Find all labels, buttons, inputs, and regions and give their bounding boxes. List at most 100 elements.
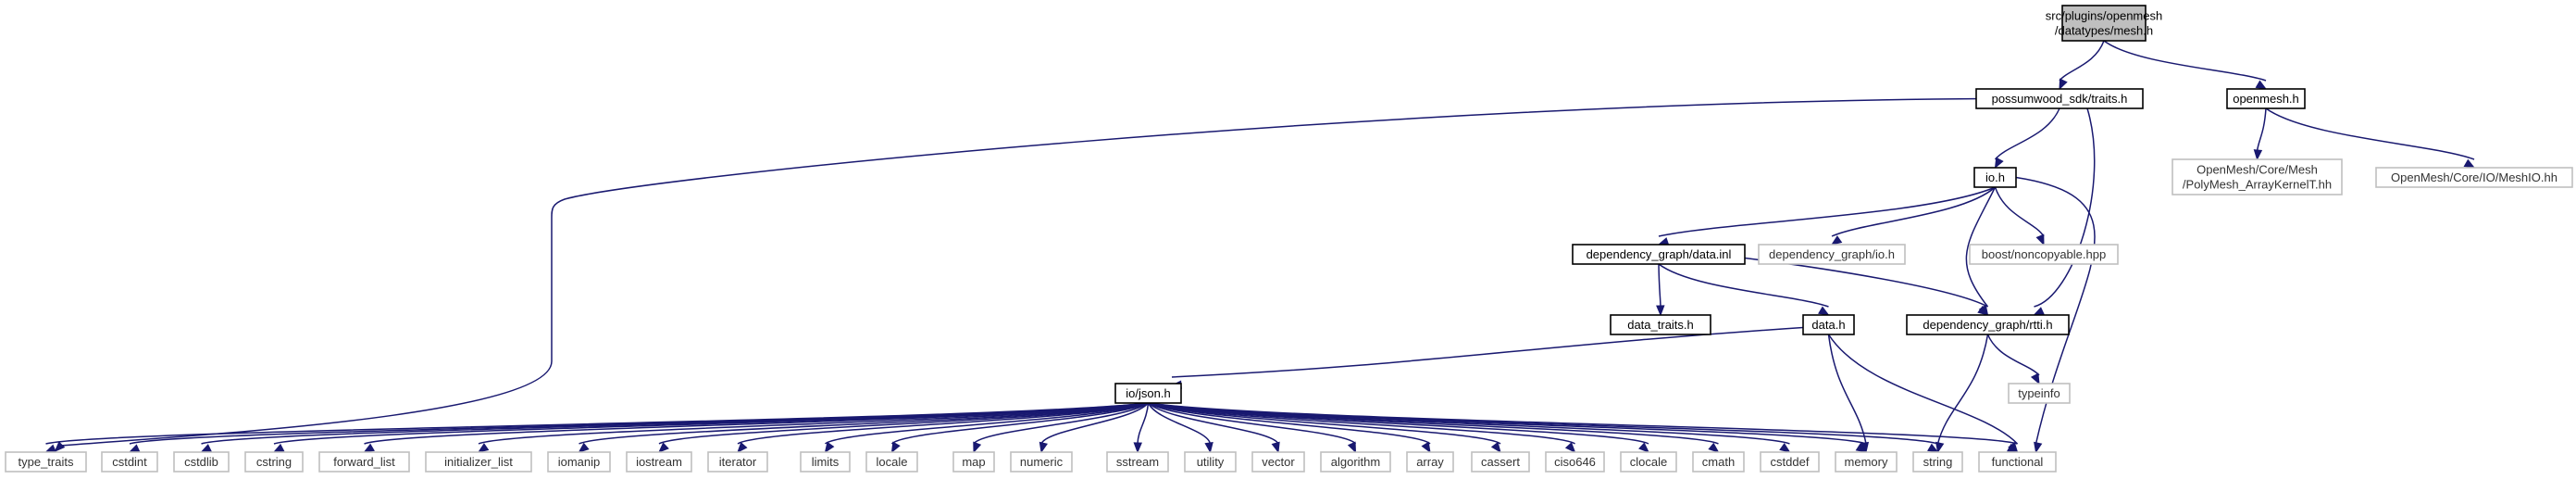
node-possumwood-traits[interactable]: possumwood_sdk/traits.h <box>1975 88 2144 109</box>
edge-json_h-forward_list <box>363 402 1149 453</box>
arrowhead <box>1935 441 1945 454</box>
arrowhead <box>1818 306 1830 316</box>
node-cstddef: cstddef <box>1760 451 1820 473</box>
node-box <box>1835 451 1898 473</box>
node-box <box>244 451 304 473</box>
arrowhead <box>578 442 590 453</box>
node-box <box>1184 451 1237 473</box>
arrowhead <box>1779 443 1791 453</box>
node-iomanip: iomanip <box>547 451 611 473</box>
node-polymesh-kernel: OpenMesh/Core/Mesh/PolyMesh_ArrayKernelT… <box>2172 158 2343 195</box>
node-label: io/json.h <box>1126 386 1170 400</box>
node-string: string <box>1912 451 1963 473</box>
node-dg-io-h: dependency_graph/io.h <box>1758 244 1906 265</box>
arrowhead <box>200 444 213 453</box>
node-box <box>2172 158 2343 195</box>
arrowhead <box>1977 305 1989 316</box>
node-label: utility <box>1197 455 1225 469</box>
node-label: cstddef <box>1771 455 1810 469</box>
node-box <box>1251 451 1305 473</box>
node-box <box>425 451 532 473</box>
node-label: numeric <box>1020 455 1064 469</box>
edge-json_h-vector <box>1147 402 1280 454</box>
edge-json_h-limits <box>824 402 1149 454</box>
node-label: openmesh.h <box>2233 92 2299 106</box>
edge-io_h-data_inl <box>1657 186 1996 246</box>
node-cstdint: cstdint <box>101 451 158 473</box>
node-box <box>1802 314 1855 335</box>
node-label: io.h <box>1985 170 2005 184</box>
node-label: iomanip <box>558 455 601 469</box>
node-box <box>1758 244 1906 265</box>
node-box <box>2226 88 2306 109</box>
edge-openmesh_h-polymesh_kernel <box>2253 107 2267 161</box>
node-label: clocale <box>1630 455 1667 469</box>
node-label: boost/noncopyable.hpp <box>1982 247 2106 261</box>
node-label: dependency_graph/rtti.h <box>1923 318 2052 332</box>
arrowhead <box>1564 442 1576 453</box>
node-noncopyable: boost/noncopyable.hpp <box>1969 244 2119 265</box>
node-data-h[interactable]: data.h <box>1802 314 1855 335</box>
node-type-traits: type_traits <box>5 451 87 473</box>
arrowhead <box>2463 158 2476 169</box>
arrowhead <box>1271 441 1280 454</box>
arrowhead <box>2253 149 2263 161</box>
node-io-h[interactable]: io.h <box>1973 167 2017 188</box>
arrowhead <box>1830 235 1843 246</box>
edge-data_inl-data_h <box>1658 263 1830 316</box>
node-label: cassert <box>1481 455 1520 469</box>
node-json-h[interactable]: io/json.h <box>1114 383 1182 404</box>
node-ciso646: ciso646 <box>1545 451 1605 473</box>
node-box <box>1471 451 1530 473</box>
node-functional: functional <box>1978 451 2057 473</box>
arrowhead <box>1855 443 1868 453</box>
edge-data_h-functional <box>1827 334 2019 454</box>
node-label: initializer_list <box>444 455 513 469</box>
node-rtti-h[interactable]: dependency_graph/rtti.h <box>1906 314 2070 335</box>
node-box <box>173 451 230 473</box>
edge-json_h-iterator <box>737 402 1149 454</box>
node-box <box>1912 451 1963 473</box>
node-box <box>1978 451 2057 473</box>
node-label: dependency_graph/io.h <box>1769 247 1895 261</box>
node-label: iostream <box>636 455 682 469</box>
edge-io_h-dg_io_h <box>1830 186 1996 246</box>
arrowhead <box>2255 80 2268 90</box>
node-box <box>1973 167 2017 188</box>
node-box <box>626 451 692 473</box>
node-label: map <box>962 455 985 469</box>
edge-data_inl-data_traits <box>1656 263 1665 317</box>
node-box <box>1406 451 1454 473</box>
node-label: memory <box>1845 455 1888 469</box>
arrowhead <box>2033 307 2046 316</box>
node-label: OpenMesh/Core/IO/MeshIO.hh <box>2391 170 2557 184</box>
node-label: vector <box>1262 455 1295 469</box>
node-label: /PolyMesh_ArrayKernelT.hh <box>2183 178 2332 192</box>
node-box <box>2375 167 2573 188</box>
node-label: OpenMesh/Core/Mesh <box>2196 163 2318 177</box>
node-label: locale <box>877 455 908 469</box>
edge-json_h-iomanip <box>578 402 1149 453</box>
node-locale: locale <box>865 451 918 473</box>
edge-io_h-noncopyable <box>1994 186 2045 246</box>
edge-data_h-json_h <box>1170 326 1804 389</box>
arrowhead <box>477 443 490 453</box>
node-label: functional <box>1992 455 2044 469</box>
arrowhead <box>1039 441 1048 454</box>
node-data-traits[interactable]: data_traits.h <box>1610 314 1711 335</box>
edge-json_h-cstdlib <box>200 402 1149 453</box>
arrowhead <box>2035 233 2045 246</box>
node-openmesh-h[interactable]: openmesh.h <box>2226 88 2306 109</box>
edge-mesh_h-openmesh_h <box>2103 40 2268 90</box>
node-box <box>1010 451 1073 473</box>
arrowhead <box>890 441 901 454</box>
node-box <box>800 451 851 473</box>
node-mesh-h[interactable]: src/plugins/openmesh/datatypes/mesh.h <box>2046 5 2162 42</box>
node-label: ciso646 <box>1554 455 1596 469</box>
node-numeric: numeric <box>1010 451 1073 473</box>
node-data-inl[interactable]: dependency_graph/data.inl <box>1572 244 1746 265</box>
node-box <box>5 451 87 473</box>
arrowhead <box>658 442 669 453</box>
node-label: typeinfo <box>2018 386 2060 400</box>
node-typeinfo: typeinfo <box>2008 383 2071 404</box>
